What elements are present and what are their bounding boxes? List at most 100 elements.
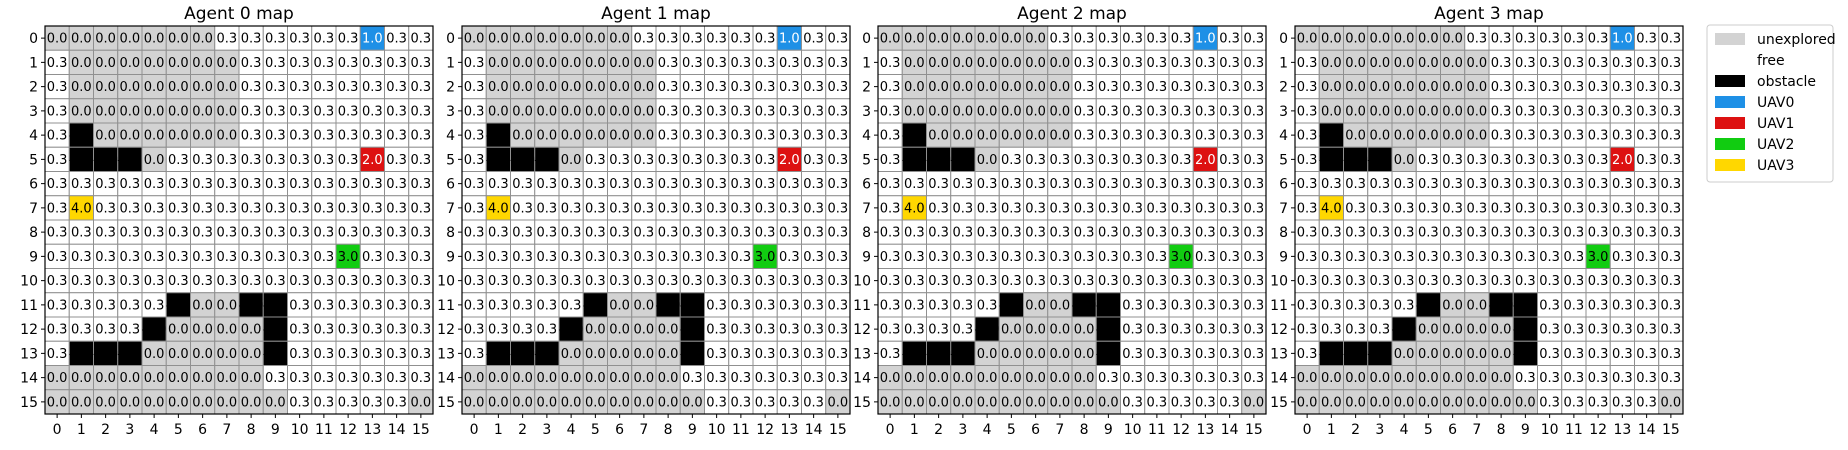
- cell-value: 0.0: [561, 395, 582, 410]
- cell-value: 0.0: [609, 395, 630, 410]
- cell-value: 0.3: [217, 153, 238, 168]
- grid-cell: [704, 122, 730, 148]
- cell-value: 0.3: [1394, 177, 1415, 192]
- grid-cell: [558, 340, 584, 366]
- cell-value: 0.3: [682, 250, 703, 265]
- cell-value: 0.3: [1171, 32, 1192, 47]
- cell-value: 0.0: [634, 298, 655, 313]
- x-tick-label: 15: [1662, 422, 1680, 438]
- cell-value: 0.3: [755, 274, 776, 289]
- cell-value: 0.0: [1418, 395, 1439, 410]
- grid-cell: [631, 49, 657, 75]
- grid-cell: [950, 25, 976, 51]
- cell-value: 0.3: [634, 250, 655, 265]
- cell-value: 0.0: [120, 129, 141, 144]
- grid-cell: [998, 146, 1024, 172]
- cell-value: 0.0: [192, 371, 213, 386]
- grid-cell: [1192, 122, 1218, 148]
- cell-value: 0.3: [731, 371, 752, 386]
- cell-value: 0.3: [904, 177, 925, 192]
- grid-cell: [558, 146, 584, 172]
- cell-value: 0.0: [928, 395, 949, 410]
- cell-value: 0.0: [928, 56, 949, 71]
- cell-value: 0.0: [1001, 80, 1022, 95]
- grid-cell: [461, 195, 487, 221]
- cell-value: 0.3: [241, 129, 262, 144]
- cell-value: 0.3: [1515, 153, 1536, 168]
- cell-value: 0.0: [561, 56, 582, 71]
- grid-cell: [141, 146, 167, 172]
- grid-cell: [1241, 122, 1267, 148]
- cell-value: 0.3: [362, 177, 383, 192]
- cell-value: 0.3: [953, 177, 974, 192]
- cell-value: 0.0: [1370, 56, 1391, 71]
- cell-value: 0.0: [1370, 104, 1391, 119]
- grid-cell: [1047, 340, 1073, 366]
- grid-cell: [1561, 195, 1587, 221]
- x-tick-label: 6: [1448, 422, 1457, 438]
- cell-value: 0.3: [706, 32, 727, 47]
- grid-cell: [825, 74, 851, 100]
- cell-value: 0.0: [1491, 395, 1512, 410]
- cell-value: 0.3: [1467, 226, 1488, 241]
- cell-value: 0.3: [779, 323, 800, 338]
- cell-value: 0.3: [1195, 250, 1216, 265]
- x-tick-label: 10: [1124, 422, 1142, 438]
- cell-value: 0.3: [755, 298, 776, 313]
- cell-value: -1.0: [902, 129, 927, 144]
- cell-value: 0.3: [362, 104, 383, 119]
- cell-value: 0.0: [953, 80, 974, 95]
- grid-cell: [141, 292, 167, 318]
- cell-value: 0.3: [1219, 153, 1240, 168]
- cell-value: 0.3: [47, 226, 68, 241]
- cell-value: 0.3: [1588, 226, 1609, 241]
- grid-cell: [901, 219, 927, 245]
- grid-cell: [1095, 219, 1121, 245]
- grid-cell: [510, 268, 536, 294]
- cell-value: 0.3: [928, 201, 949, 216]
- cell-value: 0.3: [362, 56, 383, 71]
- cell-value: 0.0: [1418, 32, 1439, 47]
- grid-cell: [1217, 219, 1243, 245]
- cell-value: 0.3: [241, 104, 262, 119]
- cell-value: 0.3: [1050, 274, 1071, 289]
- grid-cell: [1071, 243, 1097, 269]
- grid-cell: [1561, 122, 1587, 148]
- cell-value: 0.3: [1001, 226, 1022, 241]
- grid-cell: [679, 74, 705, 100]
- grid-cell: [93, 219, 119, 245]
- cell-value: 0.3: [609, 177, 630, 192]
- cell-value: 0.3: [1539, 323, 1560, 338]
- grid-cell: [335, 122, 361, 148]
- cell-value: 0.3: [658, 274, 679, 289]
- y-tick-label: 11: [1270, 298, 1288, 314]
- cell-value: 0.3: [1074, 104, 1095, 119]
- cell-value: 0.3: [314, 153, 335, 168]
- cell-value: 0.0: [1442, 80, 1463, 95]
- cell-value: 0.3: [512, 298, 533, 313]
- cell-value: 0.3: [1297, 323, 1318, 338]
- cell-value: 0.0: [144, 347, 165, 362]
- grid-cell: [1071, 49, 1097, 75]
- grid-cell: [1023, 340, 1049, 366]
- cell-value: 0.0: [1345, 32, 1366, 47]
- grid-cell: [1144, 316, 1170, 342]
- x-tick-label: 3: [542, 422, 551, 438]
- cell-value: 0.3: [95, 250, 116, 265]
- cell-value: 0.0: [928, 104, 949, 119]
- cell-value: 0.0: [1491, 323, 1512, 338]
- grid-cell: [93, 243, 119, 269]
- cell-value: 0.3: [1244, 274, 1265, 289]
- x-tick-label: 4: [567, 422, 576, 438]
- cell-value: 0.0: [488, 80, 509, 95]
- legend-label: UAV0: [1757, 95, 1794, 111]
- grid-cell: [1071, 195, 1097, 221]
- grid-cell: [901, 74, 927, 100]
- cell-value: 0.3: [880, 56, 901, 71]
- cell-value: 0.3: [241, 32, 262, 47]
- y-tick-label: 3: [1279, 104, 1288, 120]
- y-tick-label: 6: [862, 177, 871, 193]
- cell-value: 0.0: [1418, 347, 1439, 362]
- grid-cell: [1367, 195, 1393, 221]
